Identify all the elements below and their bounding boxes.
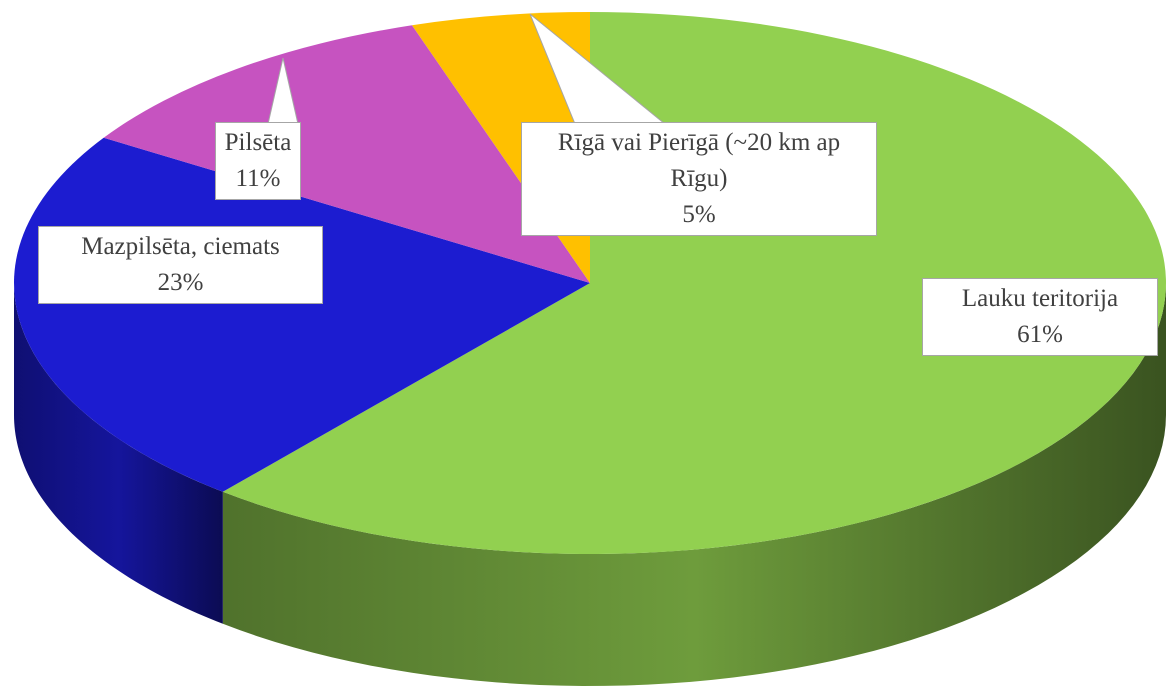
slice — [222, 12, 1166, 554]
data-label: Pilsēta 11% — [215, 122, 301, 200]
label-value: 61% — [1017, 321, 1063, 348]
data-label: Rīgā vai Pierīgā (~20 km ap Rīgu) 5% — [521, 122, 877, 236]
label-name: Pilsēta — [224, 129, 292, 156]
data-label: Lauku teritorija 61% — [922, 278, 1158, 356]
label-value: 11% — [235, 165, 281, 192]
slice — [103, 25, 590, 284]
slice-side — [222, 283, 1166, 686]
slice-side — [14, 283, 223, 624]
label-name: Rīgā vai Pierīgā (~20 km ap Rīgu) — [557, 129, 841, 192]
label-value: 23% — [157, 269, 204, 296]
label-name: Lauku teritorija — [961, 285, 1119, 312]
label-name: Mazpilsēta, ciemats — [81, 233, 280, 260]
data-label: Mazpilsēta, ciemats 23% — [38, 226, 323, 304]
label-value: 5% — [682, 201, 716, 228]
